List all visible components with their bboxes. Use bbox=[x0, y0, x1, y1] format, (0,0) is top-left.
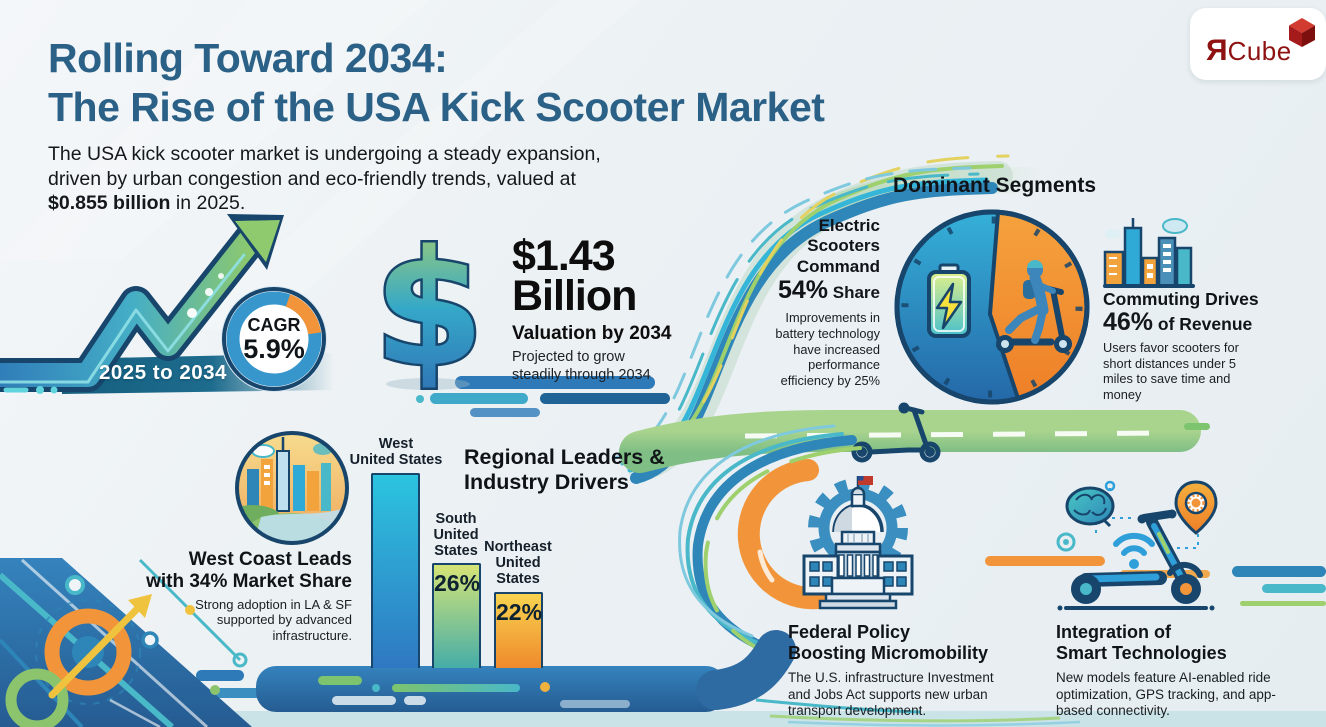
cagr-value: 5.9% bbox=[243, 334, 305, 365]
bar-west bbox=[371, 473, 420, 668]
west-coast-desc: Strong adoption in LA & SF supported by … bbox=[195, 596, 352, 643]
commuting-stat: Commuting Drives 46% of Revenue bbox=[1103, 289, 1259, 336]
bar-label-south: South United States bbox=[433, 511, 479, 560]
scooter-silhouette-icon bbox=[851, 402, 941, 463]
commuting-share-value: 46% bbox=[1103, 308, 1154, 336]
valuation-unit: Billion bbox=[512, 271, 637, 320]
logo-card: ЯCube bbox=[1190, 8, 1326, 80]
bar-south: 26% bbox=[432, 563, 481, 668]
regional-heading: Regional Leaders & Industry Drivers bbox=[464, 445, 665, 494]
policy-block: Federal Policy Boosting Micromobility Th… bbox=[788, 622, 1013, 719]
tech-block: Integration of Smart Technologies New mo… bbox=[1056, 622, 1296, 719]
policy-title: Federal Policy Boosting Micromobility bbox=[788, 622, 988, 664]
growth-period-label: 2025 to 2034 bbox=[99, 361, 227, 384]
cagr-donut-icon bbox=[221, 286, 327, 392]
rcube-logo-cube-icon bbox=[1289, 18, 1315, 47]
wifi-icon bbox=[1113, 532, 1155, 569]
circuit-corner-decoration bbox=[0, 558, 252, 727]
bottom-strip bbox=[0, 711, 1326, 727]
valuation-amount: $1.43 bbox=[512, 232, 616, 280]
page-title: Rolling Toward 2034: The Rise of the USA… bbox=[48, 34, 825, 132]
light-stripes-decoration bbox=[0, 0, 640, 330]
valuation-note: Projected to grow steadily through 2034 bbox=[512, 348, 651, 383]
bar-northeast-value: 22% bbox=[496, 599, 543, 625]
bar-northeast: 22% bbox=[494, 592, 543, 668]
cagr-badge: CAGR 5.9% bbox=[219, 284, 329, 394]
west-coast-city-badge-icon bbox=[235, 431, 349, 545]
segments-heading: Dominant Segments bbox=[893, 174, 1097, 197]
c-curve-decoration bbox=[678, 424, 862, 660]
chip-node-icon bbox=[1056, 532, 1076, 552]
electric-share-desc: Improvements in battery technology have … bbox=[775, 310, 880, 388]
tech-desc: New models feature AI-enabled ride optim… bbox=[1056, 670, 1276, 718]
scooter-rider-icon bbox=[996, 260, 1072, 353]
gps-pin-icon bbox=[1174, 480, 1218, 535]
speed-dashes-decoration bbox=[416, 376, 670, 417]
title-line-2: The Rise of the USA Kick Scooter Market bbox=[48, 84, 825, 131]
bar-label-west: West United States bbox=[349, 436, 443, 469]
capitol-gear-icon bbox=[802, 476, 914, 610]
title-line-1: Rolling Toward 2034: bbox=[48, 35, 448, 81]
west-coast-stat: West Coast Leads with 34% Market Share S… bbox=[146, 549, 352, 643]
bar-label-northeast: Northeast United States bbox=[484, 539, 552, 588]
intro-highlight: $0.855 billion bbox=[48, 192, 171, 215]
intro-paragraph: The USA kick scooter market is undergoin… bbox=[48, 143, 601, 215]
bar-south-value: 26% bbox=[434, 570, 481, 596]
valuation-caption: Valuation by 2034 bbox=[512, 322, 672, 344]
dollar-sign-icon: $ bbox=[374, 232, 484, 397]
brand-letter: Я bbox=[1206, 34, 1228, 67]
cagr-label: CAGR bbox=[247, 315, 301, 336]
right-edge-dashes-decoration bbox=[1232, 566, 1326, 606]
policy-desc: The U.S. infrastructure Investment and J… bbox=[788, 670, 994, 718]
electric-share-value: 54% bbox=[777, 276, 829, 305]
svg-text:$: $ bbox=[374, 232, 484, 397]
tech-title: Integration of Smart Technologies bbox=[1056, 622, 1227, 664]
scooter-body bbox=[1057, 509, 1215, 611]
electric-scooters-stat: Electric Scooters Command 54% Share Impr… bbox=[740, 216, 880, 390]
brain-icon bbox=[1065, 486, 1115, 528]
valuation-block: $1.43 Billion Valuation by 2034 Projecte… bbox=[512, 232, 772, 384]
brand-name: ЯCube bbox=[1206, 34, 1292, 67]
city-skyline-icon bbox=[1103, 218, 1195, 288]
segments-pie-icon bbox=[894, 209, 1090, 405]
smart-scooter-icon bbox=[1056, 480, 1218, 611]
commuting-desc: Users favor scooters for short distances… bbox=[1103, 340, 1239, 402]
battery-charge-icon bbox=[927, 263, 971, 338]
